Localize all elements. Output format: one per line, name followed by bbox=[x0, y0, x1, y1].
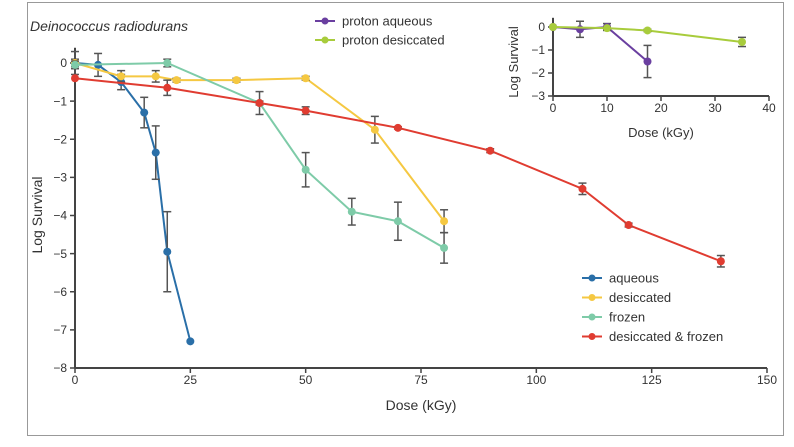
main-y-tick-label: 0 bbox=[60, 56, 67, 70]
inset-y-tick-label: −3 bbox=[531, 89, 545, 103]
inset-legend-item-marker bbox=[321, 36, 329, 44]
main-series-desiccated-frozen-point bbox=[393, 123, 402, 132]
main-series-desiccated-point bbox=[301, 74, 310, 83]
main-series-frozen-point bbox=[440, 243, 449, 252]
main-series-desiccated-point bbox=[117, 72, 126, 81]
main-series-desiccated-frozen-point bbox=[301, 106, 310, 115]
main-series-frozen-point bbox=[301, 165, 310, 174]
main-series-frozen-point bbox=[71, 60, 79, 69]
main-series-desiccated-frozen-point bbox=[71, 74, 79, 83]
main-y-tick-label: −8 bbox=[53, 361, 67, 375]
main-x-tick-label: 100 bbox=[526, 373, 546, 387]
main-legend-item-label: desiccated & frozen bbox=[609, 329, 723, 344]
figure-frame bbox=[27, 2, 784, 436]
main-x-tick-label: 25 bbox=[184, 373, 198, 387]
inset-x-tick-label: 30 bbox=[708, 101, 722, 115]
main-series-frozen-point bbox=[163, 59, 172, 67]
main-series-desiccated-frozen-point bbox=[486, 146, 495, 155]
main-series-desiccated-point bbox=[370, 125, 379, 134]
main-series-desiccated-line bbox=[74, 62, 445, 222]
inset-y-tick-label: 0 bbox=[538, 20, 545, 34]
main-legend-item-marker bbox=[588, 333, 596, 340]
inset-x-axis-label: Dose (kGy) bbox=[628, 125, 694, 140]
main-series-desiccated-point bbox=[172, 76, 181, 85]
main-legend-item-marker bbox=[588, 274, 596, 282]
main-series-aqueous-point bbox=[163, 247, 172, 256]
main-x-tick-label: 125 bbox=[642, 373, 662, 387]
main-legend-item-marker bbox=[588, 313, 596, 321]
main-y-tick-label: −5 bbox=[53, 247, 67, 261]
inset-series-proton-desiccated-point bbox=[549, 23, 557, 31]
main-series-frozen-line bbox=[74, 61, 445, 249]
main-series-desiccated-point bbox=[232, 76, 241, 85]
inset-series-proton-desiccated-point bbox=[738, 37, 746, 46]
main-series-desiccated-point bbox=[151, 72, 160, 81]
main-legend-item-label: frozen bbox=[609, 310, 645, 325]
main-series-aqueous-point bbox=[140, 108, 149, 117]
inset-x-tick-label: 0 bbox=[550, 101, 557, 115]
inset-series-proton-desiccated-line bbox=[552, 26, 743, 43]
main-y-tick-label: −1 bbox=[53, 94, 67, 108]
main-series-frozen-point bbox=[347, 207, 356, 216]
main-series-desiccated-frozen-point bbox=[255, 99, 264, 108]
main-series-desiccated-frozen-point bbox=[716, 257, 725, 266]
inset-legend-item-label: proton aqueous bbox=[342, 14, 433, 29]
inset-legend-item-marker bbox=[321, 17, 329, 25]
inset-series-proton-aqueous-line bbox=[552, 25, 649, 63]
main-y-tick-label: −6 bbox=[53, 285, 67, 299]
inset-legend-item-label: proton desiccated bbox=[342, 33, 445, 48]
main-series-aqueous-point bbox=[151, 148, 160, 157]
inset-x-tick-label: 20 bbox=[654, 101, 668, 115]
inset-x-tick-label: 40 bbox=[762, 101, 776, 115]
main-series-desiccated-point bbox=[440, 217, 449, 226]
main-y-tick-label: −2 bbox=[53, 132, 67, 146]
main-y-tick-label: −4 bbox=[53, 209, 67, 223]
inset-series-proton-desiccated-point bbox=[603, 24, 611, 33]
main-y-axis-label: Log Survival bbox=[29, 176, 45, 253]
main-x-tick-label: 75 bbox=[414, 373, 428, 387]
main-series-frozen-point bbox=[393, 217, 402, 226]
main-x-tick-label: 150 bbox=[757, 373, 777, 387]
main-x-axis-label: Dose (kGy) bbox=[386, 397, 457, 413]
main-legend-item-marker bbox=[588, 294, 596, 301]
main-series-desiccated-frozen-point bbox=[624, 221, 633, 230]
inset-y-axis-label: Log Survival bbox=[506, 26, 521, 98]
inset-y-tick-label: −2 bbox=[531, 66, 545, 80]
main-x-tick-label: 0 bbox=[72, 373, 79, 387]
inset-x-tick-label: 10 bbox=[600, 101, 614, 115]
main-legend-item-label: desiccated bbox=[609, 290, 671, 305]
main-series-desiccated-frozen-point bbox=[163, 83, 172, 92]
main-series-desiccated-frozen-point bbox=[578, 184, 587, 193]
main-series-aqueous-point bbox=[186, 337, 195, 346]
main-legend-item-label: aqueous bbox=[609, 271, 659, 286]
main-y-tick-label: −3 bbox=[53, 171, 67, 185]
inset-y-tick-label: −1 bbox=[531, 43, 545, 57]
inset-series-proton-aqueous-point bbox=[643, 57, 652, 66]
main-y-tick-label: −7 bbox=[53, 323, 67, 337]
main-x-tick-label: 50 bbox=[299, 373, 313, 387]
main-series-aqueous-line bbox=[74, 62, 192, 342]
inset-series-proton-aqueous-point bbox=[576, 25, 584, 34]
inset-series-proton-desiccated-point bbox=[643, 26, 652, 35]
chart-title: Deinococcus radiodurans bbox=[30, 18, 188, 34]
